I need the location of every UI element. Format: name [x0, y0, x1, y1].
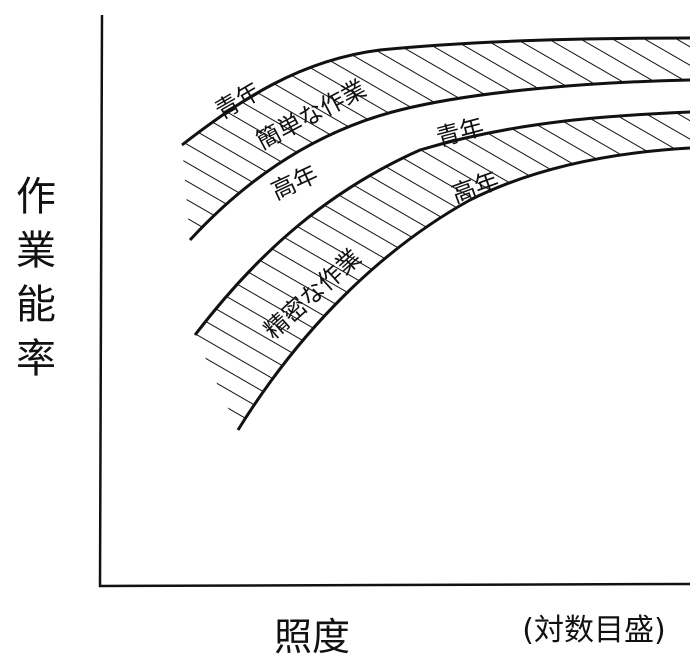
x-axis-note: (対数目盛) [522, 613, 665, 648]
y-axis-label: 作業能率 [9, 175, 55, 391]
curve-simple-young [181, 36, 691, 147]
curve-simple-old [188, 78, 691, 242]
band-simple [182, 38, 690, 240]
x-axis-label: 照度 [274, 615, 350, 659]
axes [98, 14, 691, 588]
band-precise [195, 112, 690, 430]
curve-precise-old [236, 146, 691, 431]
curve-precise-young [193, 110, 691, 336]
